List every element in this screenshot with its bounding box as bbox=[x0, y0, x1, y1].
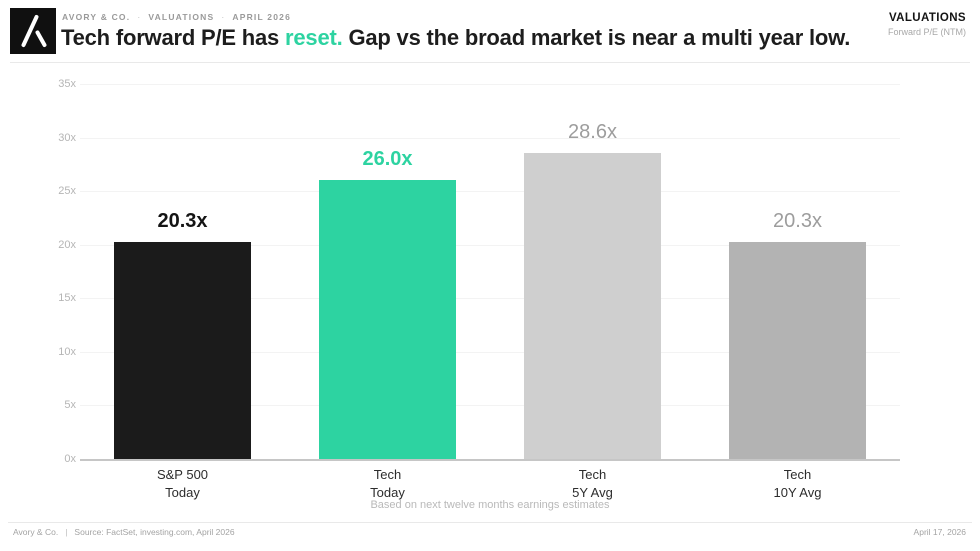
category-label-tech-10y-avg: Tech 10Y Avg bbox=[695, 466, 900, 502]
title-suffix: Gap vs the broad market is near a multi … bbox=[342, 25, 851, 50]
header-divider bbox=[10, 62, 970, 63]
gridline bbox=[80, 191, 900, 193]
kicker-section: VALUATIONS bbox=[148, 12, 215, 22]
category-label-tech-today: Tech Today bbox=[285, 466, 490, 502]
kicker-brand: AVORY & CO. bbox=[62, 12, 131, 22]
y-axis-tick-label: 25x bbox=[58, 185, 76, 198]
value-label-tech-today: 26.0x bbox=[362, 148, 413, 171]
kicker-separator: · bbox=[137, 12, 142, 22]
kicker-separator: · bbox=[221, 12, 226, 22]
plot-area: 20.3x 26.0x 28.6x 20.3x bbox=[80, 84, 900, 461]
title-prefix: Tech forward P/E has bbox=[61, 25, 286, 50]
value-label-tech-5y-avg: 28.6x bbox=[568, 120, 617, 143]
y-axis-tick-label: 5x bbox=[64, 399, 76, 412]
bar-tech-10y-avg bbox=[729, 241, 866, 459]
gridline bbox=[80, 84, 900, 85]
bar-tech-5y-avg bbox=[524, 152, 661, 459]
category-label-line: 10Y Avg bbox=[773, 485, 822, 500]
x-axis: S&P 500 Today Tech Today Tech 5Y Avg Tech 10Y A… bbox=[80, 466, 900, 506]
kicker-date: APRIL 2026 bbox=[232, 12, 291, 22]
gridline bbox=[80, 298, 900, 300]
category-label-line: Tech bbox=[783, 467, 812, 482]
y-axis-tick-label: 0x bbox=[64, 453, 76, 465]
footer-divider bbox=[8, 522, 972, 523]
footer-source-text: Source: FactSet, investing.com, April 20… bbox=[74, 527, 235, 537]
footer-source: Avory & Co. | Source: FactSet, investing.c… bbox=[13, 527, 235, 537]
report-type-label: VALUATIONS bbox=[888, 12, 966, 24]
footer-date: April 17, 2026 bbox=[913, 527, 966, 537]
y-axis-tick-label: 35x bbox=[58, 78, 76, 90]
gridline bbox=[80, 405, 900, 407]
avory-logo bbox=[10, 8, 56, 54]
y-axis-tick-label: 15x bbox=[58, 292, 76, 305]
y-axis-tick-label: 10x bbox=[58, 345, 76, 358]
category-label-line: Tech bbox=[373, 467, 402, 482]
report-metric-label: Forward P/E (NTM) bbox=[887, 27, 966, 37]
category-label-line: Today bbox=[165, 485, 200, 500]
category-label-s-p-500-today: S&P 500 Today bbox=[80, 466, 285, 502]
y-axis-tick-label: 20x bbox=[58, 238, 76, 251]
title-highlight: reset. bbox=[285, 25, 343, 50]
y-axis-tick-label: 30x bbox=[58, 131, 76, 144]
logo-monogram-icon bbox=[21, 15, 47, 47]
footer-separator: | bbox=[65, 527, 68, 537]
breadcrumb: AVORY & CO. · VALUATIONS · APRIL 2026 bbox=[62, 12, 291, 22]
value-label-tech-10y-avg: 20.3x bbox=[773, 209, 822, 232]
category-label-line: S&P 500 bbox=[156, 467, 209, 482]
bar-s-p-500-today bbox=[114, 241, 251, 459]
page-title: Tech forward P/E has reset. Gap vs the b… bbox=[61, 25, 850, 51]
gridline bbox=[80, 137, 900, 139]
footer-brand: Avory & Co. bbox=[13, 527, 59, 537]
gridline bbox=[80, 244, 900, 246]
gridline bbox=[80, 351, 900, 353]
chart-caption: Based on next twelve months earnings est… bbox=[370, 499, 610, 511]
bar-chart: 0x 5x 10x 15x 20x 25x 30x 35x 20.3x 26.0x 28.6x 20… bbox=[0, 62, 980, 522]
x-axis-line bbox=[80, 459, 900, 461]
bar-tech-today bbox=[319, 180, 456, 459]
value-label-s-p-500-today: 20.3x bbox=[157, 209, 208, 232]
report-type-block: VALUATIONS Forward P/E (NTM) bbox=[888, 12, 966, 37]
y-axis: 0x 5x 10x 15x 20x 25x 30x 35x bbox=[0, 78, 76, 465]
category-label-line: Tech bbox=[578, 467, 607, 482]
category-label-line: Today bbox=[370, 485, 405, 500]
category-label-tech-5y-avg: Tech 5Y Avg bbox=[490, 466, 695, 502]
category-label-line: 5Y Avg bbox=[572, 485, 613, 500]
